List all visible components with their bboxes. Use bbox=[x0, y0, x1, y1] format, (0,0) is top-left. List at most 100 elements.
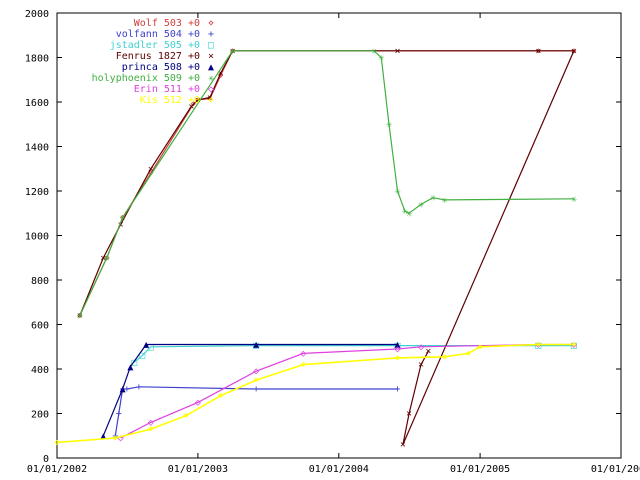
series-line bbox=[120, 343, 574, 439]
data-point: ✳ bbox=[378, 53, 384, 64]
data-point: ⋄ bbox=[477, 342, 483, 353]
data-point: ✳ bbox=[120, 213, 126, 224]
legend-entry-marker: ✳ bbox=[208, 73, 214, 84]
data-point: ⋄ bbox=[394, 353, 400, 364]
data-point: ⋄ bbox=[207, 94, 213, 105]
y-tick-label: 1400 bbox=[25, 143, 49, 154]
data-point: + bbox=[124, 384, 130, 395]
series-line bbox=[114, 386, 398, 436]
data-point: × bbox=[148, 164, 154, 175]
y-tick-label: 600 bbox=[31, 321, 49, 332]
data-point: ⋄ bbox=[54, 437, 60, 448]
series-layer: ⋄⋄⋄⋄⋄⋄ ⋄⋄⋄ ⋄ ⋄++++ + + +□□□ □ □ □ □×××××× ××× × × ××××… bbox=[54, 46, 577, 451]
axis-layer: 0 200 400 600 800 1000 1200 1400 1600 1800 2000 01/… bbox=[25, 9, 640, 475]
data-point: ⋄ bbox=[571, 340, 577, 351]
data-point: × bbox=[218, 68, 224, 79]
legend-entry-label: holyphoenix 509 +0 bbox=[92, 73, 200, 84]
data-point: + bbox=[112, 431, 118, 442]
series-line bbox=[79, 50, 575, 445]
series-4: ▲▲▲▲ ▲ ▲ bbox=[100, 340, 400, 442]
series-5: ✳✳✳✳ ✳✳✳✳✳✳✳✳ ✳ ✳ bbox=[77, 46, 577, 322]
data-point: + bbox=[136, 382, 142, 393]
data-point: ✳ bbox=[442, 195, 448, 206]
y-tick-label: 0 bbox=[43, 454, 49, 465]
data-point: ⋄ bbox=[112, 433, 118, 444]
data-point: ▲ bbox=[143, 340, 149, 351]
data-point: ◇ bbox=[394, 344, 400, 355]
data-point: × bbox=[100, 253, 106, 264]
data-point: ⋄ bbox=[148, 424, 154, 435]
legend-entry-marker: × bbox=[208, 51, 214, 62]
data-point: × bbox=[418, 360, 424, 371]
data-point: × bbox=[535, 46, 541, 57]
y-tick-label: 1000 bbox=[25, 232, 49, 243]
x-tick-label: 01/01/2003 bbox=[168, 464, 228, 475]
y-tick-label: 400 bbox=[31, 365, 49, 376]
data-point: ▲ bbox=[120, 384, 126, 395]
y-tick-label: 1600 bbox=[25, 98, 49, 109]
data-point: ⋄ bbox=[77, 311, 83, 322]
data-point: □ bbox=[253, 341, 259, 352]
data-point: × bbox=[400, 440, 406, 451]
legend-entry-marker: ⋄ bbox=[208, 18, 214, 29]
data-point: ✳ bbox=[430, 193, 436, 204]
data-point: ⋄ bbox=[300, 360, 306, 371]
data-point: ⋄ bbox=[218, 70, 224, 81]
legend-entry-label: Erin 511 +0 bbox=[134, 84, 200, 95]
series-3: ×××××× ××× × × ××××× bbox=[77, 46, 577, 451]
legend: Wolf 503 +0 ⋄ volfann 504 +0 + jstadler 505 … bbox=[92, 18, 214, 106]
y-tick-label: 200 bbox=[31, 410, 49, 421]
data-point: □ bbox=[139, 351, 145, 362]
data-point: □ bbox=[535, 341, 541, 352]
data-point: ▲ bbox=[394, 340, 400, 351]
data-point: ✳ bbox=[418, 199, 424, 210]
data-point: □ bbox=[148, 342, 154, 353]
legend-entry-marker: ◇ bbox=[208, 84, 214, 95]
data-point: ◇ bbox=[195, 397, 201, 408]
data-point: × bbox=[571, 46, 577, 57]
data-point: × bbox=[425, 346, 431, 357]
data-point: ◇ bbox=[253, 366, 259, 377]
data-point: □ bbox=[394, 341, 400, 352]
data-point: ✳ bbox=[104, 253, 110, 264]
data-point: ⋄ bbox=[148, 168, 154, 179]
data-point: ◇ bbox=[418, 342, 424, 353]
legend-entry-marker: ⋄ bbox=[208, 95, 214, 106]
series-1: ++++ + + + bbox=[112, 382, 400, 442]
data-point: × bbox=[406, 409, 412, 420]
y-tick-label: 1200 bbox=[25, 187, 49, 198]
data-point: + bbox=[394, 384, 400, 395]
legend-entry-label: volfann 504 +0 bbox=[116, 29, 200, 40]
data-point: □ bbox=[131, 357, 137, 368]
data-point: × bbox=[195, 95, 201, 106]
series-2: □□□ □ □ □ □ bbox=[131, 341, 577, 369]
x-tick-label: 01/01/2005 bbox=[450, 464, 510, 475]
y-tick-label: 1800 bbox=[25, 54, 49, 65]
x-tick-label: 01/01/2006 bbox=[591, 464, 640, 475]
data-point: ⋄ bbox=[218, 391, 224, 402]
data-point: + bbox=[253, 384, 259, 395]
data-point: × bbox=[394, 46, 400, 57]
data-point: ⋄ bbox=[465, 348, 471, 359]
series-line bbox=[56, 343, 574, 444]
data-point: × bbox=[77, 311, 83, 322]
legend-entry-label: princa 508 +0 bbox=[122, 62, 200, 73]
data-point: □ bbox=[571, 341, 577, 352]
series-7: ⋄ ⋄ ⋄ ⋄ ⋄ ⋄ ⋄ ⋄ ⋄ ⋄ ⋄ ⋄ ⋄ bbox=[54, 340, 577, 449]
legend-entry-label: jstadler 505 +0 bbox=[110, 40, 200, 51]
data-point: ✳ bbox=[402, 206, 408, 217]
data-point: ◇ bbox=[118, 433, 124, 444]
legend-entry-marker: ▲ bbox=[208, 62, 214, 73]
data-point: ◇ bbox=[571, 340, 577, 351]
x-tick-label: 01/01/2004 bbox=[309, 464, 369, 475]
data-point: ✳ bbox=[230, 46, 236, 57]
data-point: ◇ bbox=[300, 348, 306, 359]
y-tick-label: 800 bbox=[31, 276, 49, 287]
data-point: ◇ bbox=[148, 417, 154, 428]
series-6: ◇◇◇◇◇ ◇ ◇ ◇ ◇ bbox=[118, 340, 577, 444]
series-line bbox=[133, 345, 574, 363]
data-point: ⋄ bbox=[253, 375, 259, 386]
data-point: × bbox=[207, 93, 213, 104]
x-tick-label: 01/01/2002 bbox=[27, 464, 87, 475]
data-point: ▲ bbox=[253, 340, 259, 351]
